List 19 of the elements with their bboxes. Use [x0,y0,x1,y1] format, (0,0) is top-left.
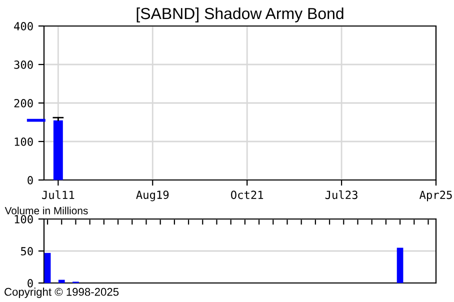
bar [396,248,404,283]
text: Copyright © 1998-2025 [4,288,119,298]
y-tick-label: 0 [28,176,33,184]
x-tick-label: Apr25 [419,190,452,202]
bar [44,252,51,283]
bar [58,280,65,283]
y-tick-label: 50 [20,247,33,256]
y-tick-label: 0 [28,279,33,288]
y-axis-title: Volume in Millions [4,206,88,214]
y-tick-label: 400 [14,22,33,30]
y-tick-label: 100 [14,215,33,224]
x-tick-label: Jul11 [42,190,74,200]
chart-title: [SABND] Shadow Army Bond [136,7,344,22]
x-tick-label: Oct21 [230,190,264,200]
y-tick-label: 300 [14,60,33,69]
y-tick-label: 200 [14,99,33,108]
x-tick-label: Aug19 [136,190,169,202]
y-tick-label: 100 [14,138,33,146]
x-tick-label: Jul23 [325,190,358,200]
